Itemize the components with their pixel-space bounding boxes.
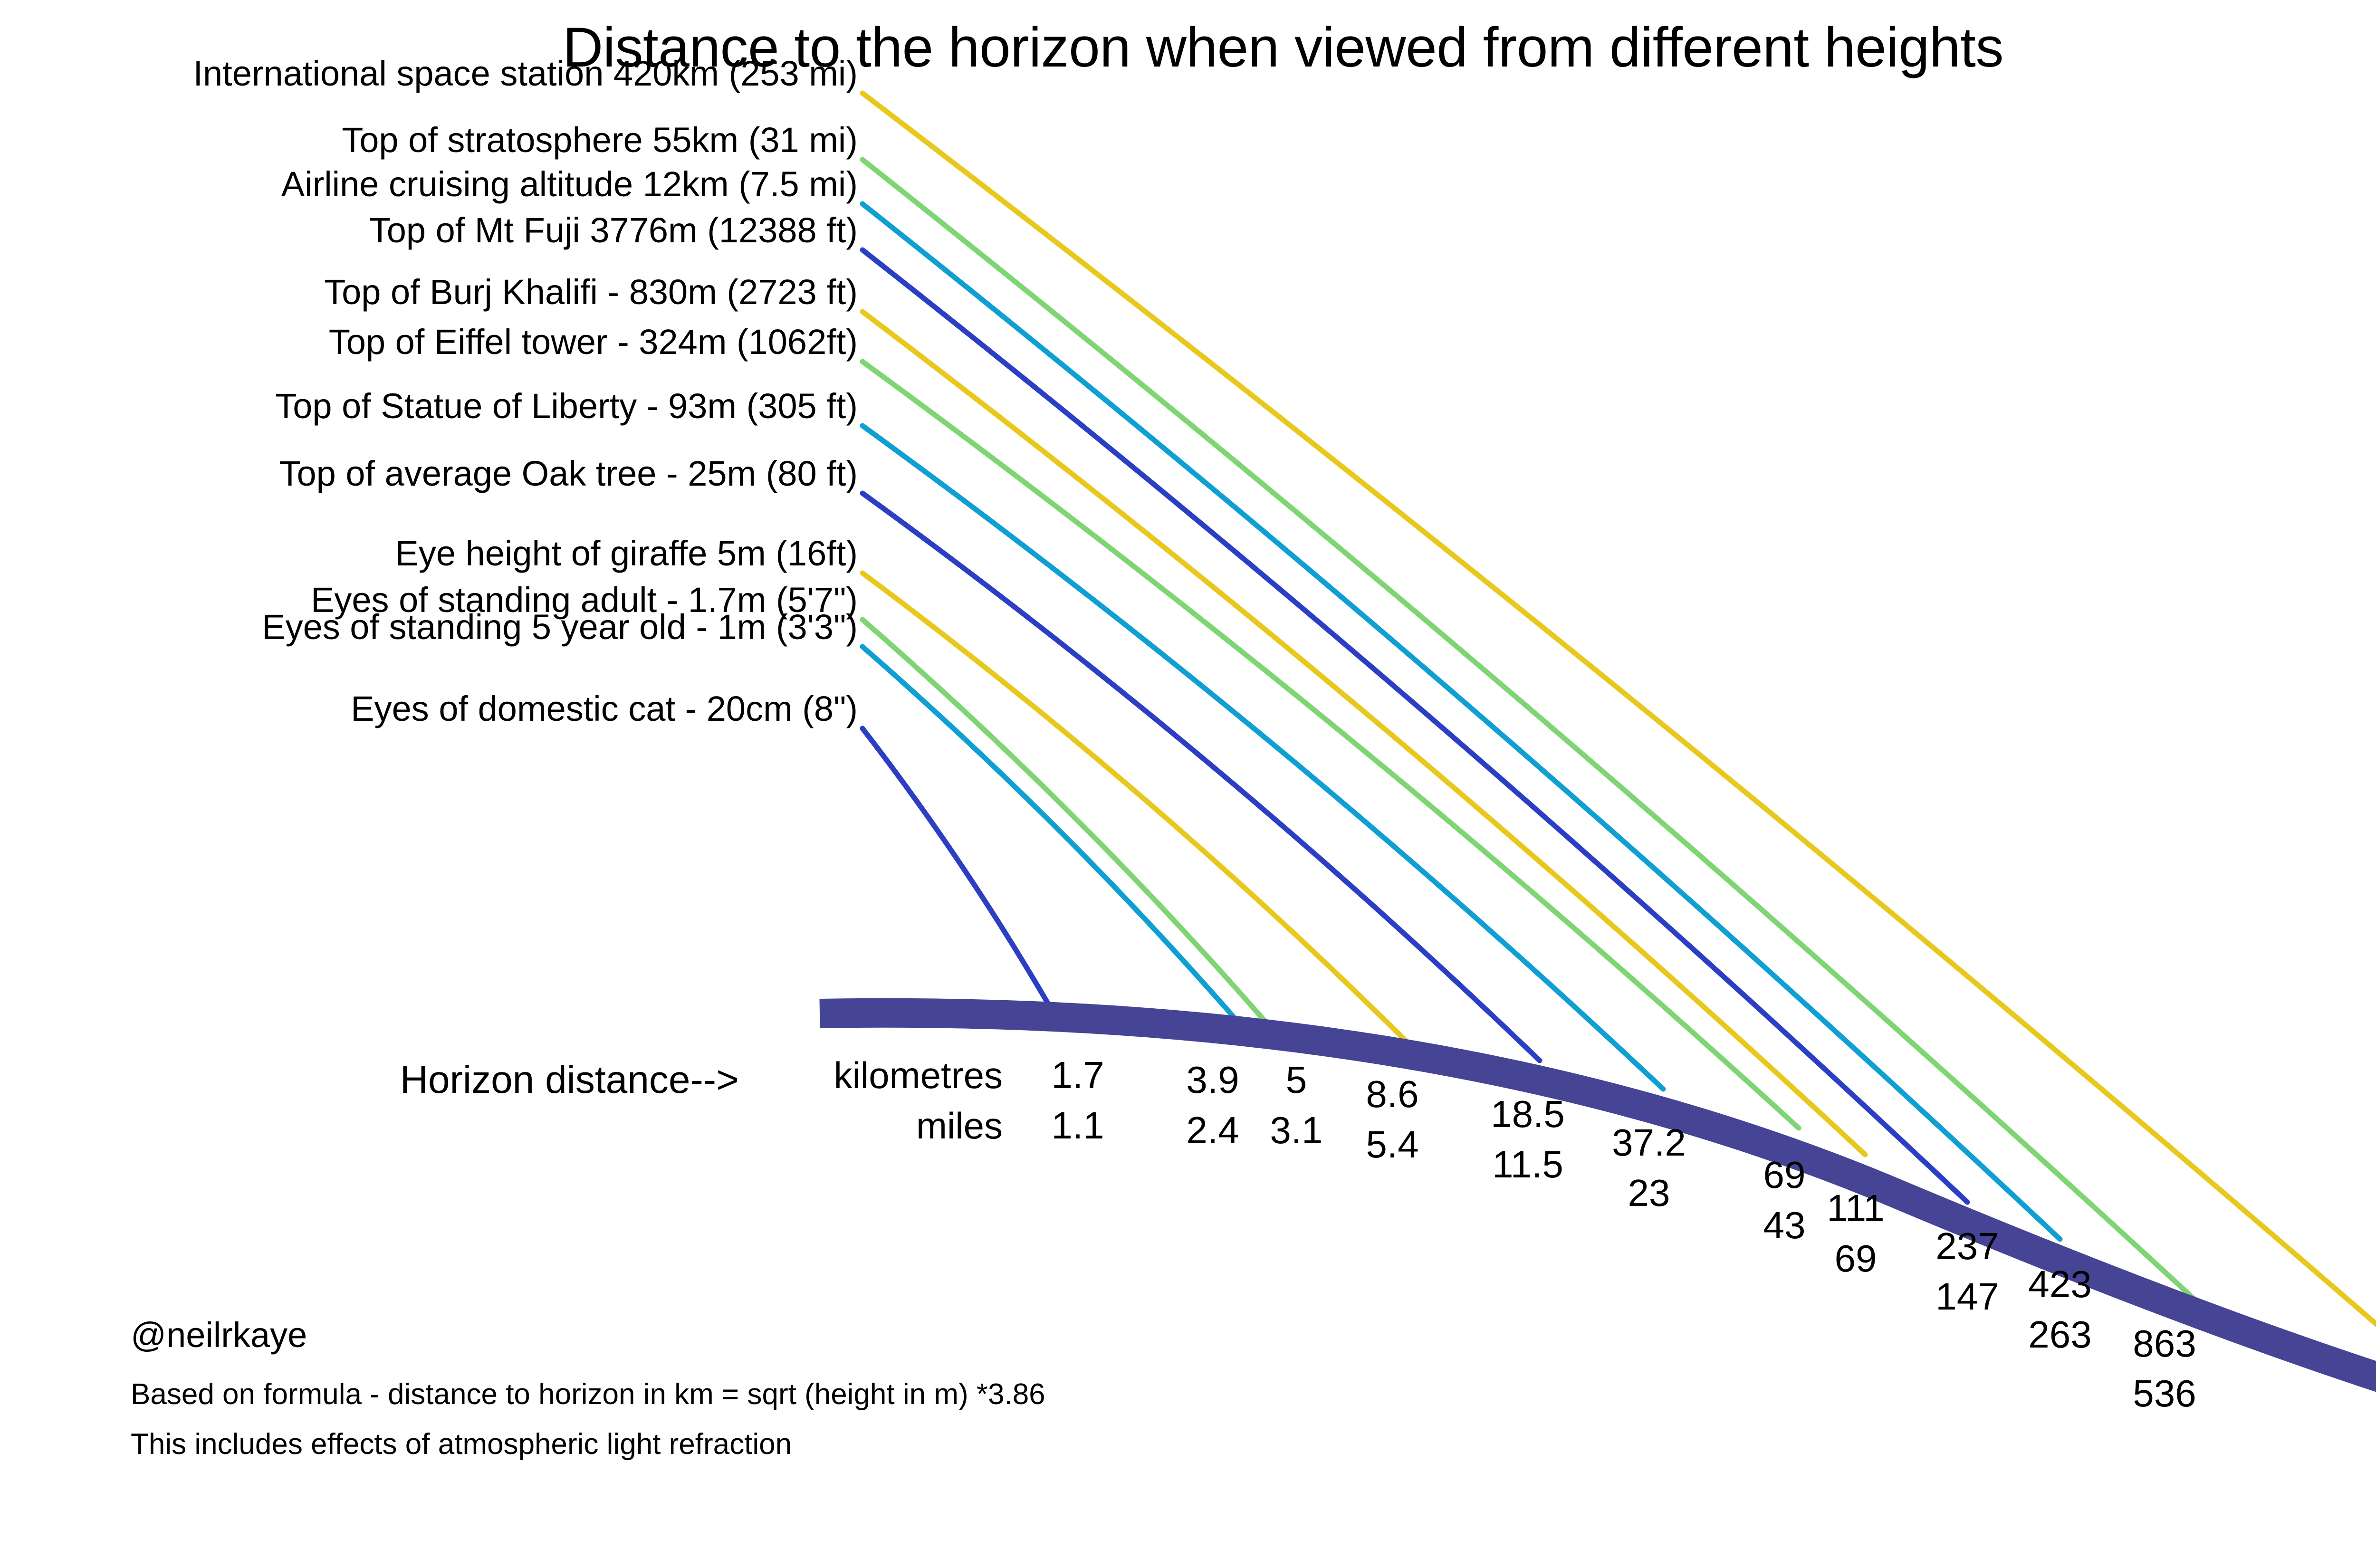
horizon-distance-arrow-label: Horizon distance--> bbox=[400, 1058, 739, 1101]
author-handle: @neilrkaye bbox=[131, 1315, 307, 1355]
height-label: Eyes of domestic cat - 20cm (8") bbox=[351, 689, 858, 728]
distance-km-value: 3.9 bbox=[1186, 1059, 1239, 1101]
refraction-note: This includes effects of atmospheric lig… bbox=[131, 1428, 792, 1461]
sight-line bbox=[860, 423, 1666, 1092]
sight-line bbox=[860, 247, 1970, 1205]
distance-km-value: 423 bbox=[2028, 1263, 2091, 1305]
distance-km-value: 18.5 bbox=[1491, 1093, 1565, 1135]
height-label: Top of Burj Khalifi - 830m (2723 ft) bbox=[324, 272, 858, 312]
height-label: Top of stratosphere 55km (31 mi) bbox=[342, 120, 858, 160]
sight-line bbox=[860, 201, 2063, 1242]
distance-miles-value: 5.4 bbox=[1366, 1123, 1418, 1166]
sight-line bbox=[860, 617, 1277, 1035]
distance-miles-value: 23 bbox=[1628, 1172, 1670, 1214]
sight-line bbox=[860, 490, 1542, 1063]
height-label: Airline cruising altitude 12km (7.5 mi) bbox=[281, 164, 858, 204]
formula-note: Based on formula - distance to horizon i… bbox=[131, 1378, 1045, 1411]
unit-miles-label: miles bbox=[916, 1105, 1003, 1147]
sight-line bbox=[860, 157, 2200, 1305]
height-label: Eye height of giraffe 5m (16ft) bbox=[395, 534, 858, 573]
height-label: Eyes of standing 5 year old - 1m (3'3") bbox=[262, 607, 858, 647]
distance-miles-value: 69 bbox=[1835, 1237, 1877, 1280]
height-label: International space station 420km (253 m… bbox=[193, 54, 858, 93]
sight-line bbox=[860, 644, 1249, 1034]
sight-line bbox=[860, 309, 1868, 1157]
height-label: Top of Statue of Liberty - 93m (305 ft) bbox=[275, 386, 858, 426]
earth-horizon-curve bbox=[819, 998, 2376, 1392]
distance-values-group: 2466153286353642326323714711169694337.22… bbox=[1051, 1054, 2196, 1415]
distance-km-value: 1.7 bbox=[1051, 1054, 1104, 1096]
distance-miles-value: 263 bbox=[2028, 1313, 2091, 1356]
height-label: Top of Eiffel tower - 324m (1062ft) bbox=[329, 322, 858, 362]
distance-miles-value: 147 bbox=[1935, 1275, 1999, 1318]
distance-miles-value: 1.1 bbox=[1051, 1104, 1104, 1147]
distance-miles-value: 2.4 bbox=[1186, 1109, 1239, 1151]
height-label: Eyes of standing adult - 1.7m (5'7") bbox=[311, 580, 858, 620]
distance-miles-value: 3.1 bbox=[1270, 1109, 1322, 1151]
sight-line bbox=[860, 90, 2376, 1328]
height-label: Top of average Oak tree - 25m (80 ft) bbox=[279, 454, 858, 493]
distance-miles-value: 43 bbox=[1763, 1204, 1806, 1246]
distance-km-value: 237 bbox=[1935, 1225, 1999, 1267]
distance-km-value: 69 bbox=[1763, 1154, 1806, 1196]
height-label: Top of Mt Fuji 3776m (12388 ft) bbox=[369, 210, 858, 250]
sight-line bbox=[860, 359, 1801, 1131]
sight-line bbox=[860, 570, 1409, 1044]
distance-km-value: 5 bbox=[1286, 1059, 1307, 1101]
distance-km-value: 111 bbox=[1827, 1187, 1885, 1229]
sight-line bbox=[860, 726, 1063, 1028]
page-title: Distance to the horizon when viewed from… bbox=[563, 16, 2003, 79]
height-labels-group: International space station 420km (253 m… bbox=[193, 54, 858, 728]
distance-km-value: 37.2 bbox=[1612, 1121, 1686, 1164]
distance-km-value: 8.6 bbox=[1366, 1073, 1418, 1115]
distance-km-value: 863 bbox=[2133, 1322, 2196, 1365]
sight-lines-group bbox=[860, 90, 2376, 1328]
distance-miles-value: 11.5 bbox=[1492, 1143, 1563, 1186]
distance-miles-value: 536 bbox=[2133, 1372, 2196, 1415]
unit-kilometres-label: kilometres bbox=[834, 1054, 1003, 1096]
